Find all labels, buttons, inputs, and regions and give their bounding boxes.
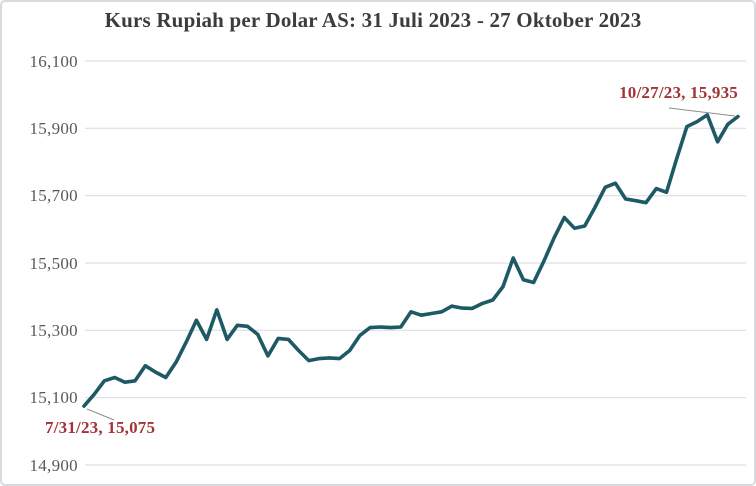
y-axis-tick-label: 15,300 [29,320,78,340]
y-axis-tick-label: 16,100 [29,51,78,71]
annotation-start-point: 7/31/23, 15,075 [45,418,156,437]
annotation-leader-line [668,107,736,117]
annotation-leader-line [86,408,115,421]
y-axis-tick-label: 15,700 [29,186,78,206]
exchange-rate-series-line [82,113,740,408]
y-axis: 16,100 15,900 15,700 15,500 15,300 15,100 14,9… [0,0,78,486]
y-axis-tick-label: 15,900 [29,118,78,138]
chart-title: Kurs Rupiah per Dolar AS: 31 Juli 2023 -… [104,8,642,32]
y-axis-tick-label: 15,100 [29,388,78,408]
annotation-end-point: 10/27/23, 15,935 [619,83,738,102]
y-axis-tick-label: 14,900 [29,455,78,475]
y-axis-tick-label: 15,500 [29,253,78,273]
